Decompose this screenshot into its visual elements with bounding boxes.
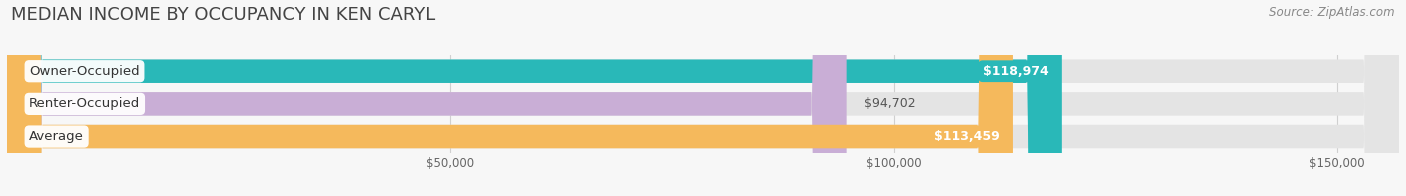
FancyBboxPatch shape	[7, 0, 1062, 196]
FancyBboxPatch shape	[7, 0, 1012, 196]
Text: MEDIAN INCOME BY OCCUPANCY IN KEN CARYL: MEDIAN INCOME BY OCCUPANCY IN KEN CARYL	[11, 6, 436, 24]
FancyBboxPatch shape	[7, 0, 1399, 196]
Text: $113,459: $113,459	[934, 130, 1000, 143]
FancyBboxPatch shape	[7, 0, 1399, 196]
Text: Source: ZipAtlas.com: Source: ZipAtlas.com	[1270, 6, 1395, 19]
Text: $118,974: $118,974	[983, 65, 1049, 78]
FancyBboxPatch shape	[7, 0, 1399, 196]
Text: Renter-Occupied: Renter-Occupied	[30, 97, 141, 110]
FancyBboxPatch shape	[7, 0, 846, 196]
Text: Owner-Occupied: Owner-Occupied	[30, 65, 139, 78]
Text: Average: Average	[30, 130, 84, 143]
Text: $94,702: $94,702	[865, 97, 915, 110]
